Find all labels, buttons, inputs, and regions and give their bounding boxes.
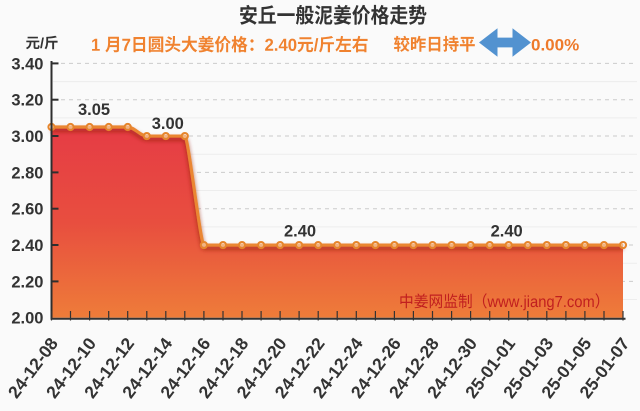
svg-text:2.20: 2.20 xyxy=(11,273,43,291)
svg-text:2.40: 2.40 xyxy=(11,237,43,255)
svg-text:2.40: 2.40 xyxy=(284,223,316,241)
svg-text:3.00: 3.00 xyxy=(152,115,184,133)
svg-text:2.60: 2.60 xyxy=(11,201,43,219)
svg-text:3.00: 3.00 xyxy=(11,128,43,146)
svg-text:0.00%: 0.00% xyxy=(531,35,579,54)
svg-text:2.00: 2.00 xyxy=(11,310,43,328)
svg-text:3.40: 3.40 xyxy=(11,55,43,73)
svg-text:3.20: 3.20 xyxy=(11,92,43,110)
svg-text:3.05: 3.05 xyxy=(78,101,110,119)
svg-text:2.80: 2.80 xyxy=(11,164,43,182)
svg-text:2.40: 2.40 xyxy=(491,223,523,241)
